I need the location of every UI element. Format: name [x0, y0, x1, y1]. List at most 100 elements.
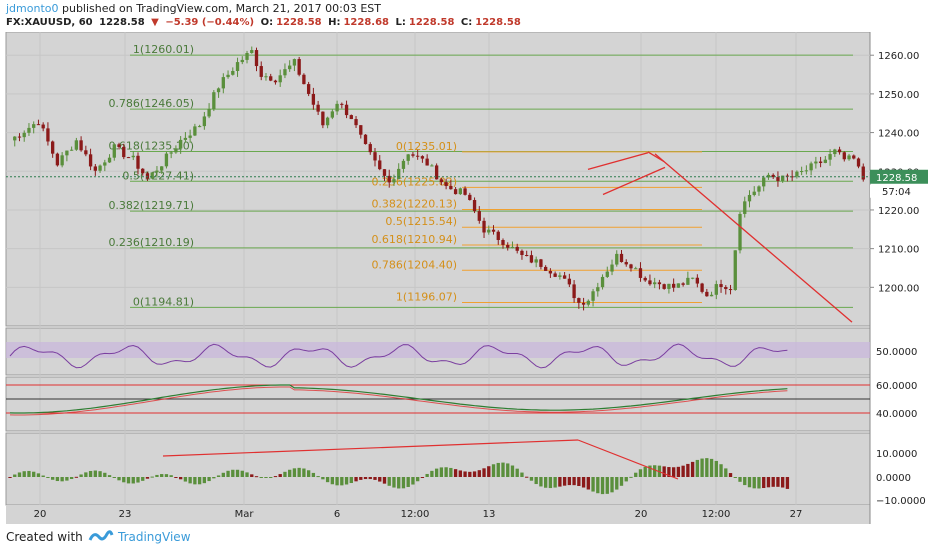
macd-histogram-bar	[506, 463, 510, 477]
macd-histogram-bar	[382, 477, 387, 484]
candle-body	[183, 137, 188, 140]
macd-histogram-bar	[416, 477, 420, 482]
candle-body	[141, 168, 145, 174]
fib-orange-label: 0.5(1215.54)	[385, 215, 457, 228]
close-value: 1228.58	[475, 17, 521, 28]
macd-histogram-bar	[586, 477, 590, 490]
macd-histogram-bar	[724, 468, 728, 477]
time-tick-label: 12:00	[702, 509, 731, 520]
macd-histogram-bar	[202, 477, 207, 484]
candle-body	[411, 154, 415, 156]
tradingview-logo-icon[interactable]	[88, 528, 114, 544]
macd-histogram-bar	[738, 477, 742, 482]
time-tick-label: 13	[483, 509, 496, 520]
candle-body	[36, 124, 41, 126]
candle-body	[681, 283, 685, 285]
macd-histogram-bar	[193, 477, 197, 485]
macd-histogram-bar	[335, 477, 339, 486]
candle-body	[98, 165, 102, 171]
macd-histogram-bar	[359, 477, 363, 480]
macd-histogram-bar	[269, 477, 273, 478]
macd-histogram-bar	[141, 477, 145, 481]
candle-body	[818, 161, 823, 163]
price-tick-label: 1210.00	[878, 245, 919, 256]
candle-body	[833, 149, 837, 155]
candle-body	[254, 50, 259, 67]
symbol-label[interactable]: FX:XAUUSD, 60	[6, 17, 93, 28]
macd-histogram-bar	[340, 477, 344, 486]
macd-histogram-bar	[254, 476, 259, 478]
macd-histogram-bar	[705, 458, 709, 477]
candle-body	[596, 287, 600, 292]
candle-body	[577, 298, 581, 303]
macd-histogram-bar	[539, 477, 543, 487]
candle-body	[321, 111, 325, 126]
candle-body	[629, 264, 633, 269]
macd-histogram-bar	[752, 477, 756, 489]
macd-histogram-bar	[22, 471, 26, 477]
candle-body	[439, 179, 444, 183]
candle-body	[107, 157, 112, 163]
candle-body	[278, 75, 282, 83]
time-tick-label: 27	[790, 509, 803, 520]
macd-histogram-bar	[520, 472, 524, 477]
candle-body	[55, 153, 60, 166]
fib-green-label: 0(1194.81)	[133, 295, 194, 308]
candle-body	[501, 239, 505, 245]
macd-histogram-bar	[387, 477, 391, 486]
candle-body	[65, 150, 69, 156]
candle-body	[799, 171, 804, 173]
candle-body	[487, 229, 491, 233]
macd-histogram-bar	[406, 477, 410, 487]
candle-body	[468, 194, 472, 201]
candle-body	[160, 166, 164, 171]
candle-body	[193, 126, 197, 136]
high-value: 1228.68	[343, 17, 390, 28]
candle-body	[264, 76, 268, 78]
last-price: 1228.58	[99, 17, 145, 28]
macd-histogram-bar	[449, 467, 453, 477]
candle-body	[197, 126, 202, 128]
macd-histogram-bar	[273, 476, 278, 478]
author-link[interactable]: jdmonto0	[6, 2, 59, 15]
published-text: published on TradingView.com, March 21, …	[62, 2, 381, 15]
candle-body	[387, 175, 391, 183]
macd-histogram-bar	[306, 470, 311, 477]
macd-histogram-bar	[302, 468, 306, 477]
macd-histogram-bar	[776, 477, 780, 487]
macd-histogram-bar	[65, 477, 69, 481]
chart-header: jdmonto0 published on TradingView.com, M…	[0, 0, 932, 32]
chart-canvas[interactable]: 20 23 Mar 6 12:00 13 20 12:00 27 1260.00 1250.00 12…	[0, 32, 932, 524]
candle-body	[354, 119, 358, 126]
candle-body	[406, 154, 410, 161]
rsi-line	[9, 343, 788, 369]
candle-body	[861, 166, 865, 180]
candle-body	[539, 259, 543, 267]
candle-body	[525, 255, 529, 257]
macd-histogram-bar	[728, 473, 733, 477]
candle-body	[477, 211, 481, 221]
tradingview-brand[interactable]: TradingView	[118, 530, 191, 544]
candle-body	[738, 213, 742, 251]
candle-body	[46, 128, 50, 142]
candle-body	[378, 160, 382, 170]
candle-body	[667, 283, 671, 289]
candle-body	[363, 134, 368, 145]
candle-body	[434, 165, 439, 180]
macd-histogram-bar	[733, 477, 737, 478]
macd-histogram-bar	[501, 462, 505, 477]
open-value: 1228.58	[276, 17, 322, 28]
macd-histogram-bar	[349, 477, 353, 484]
candle-body	[591, 291, 595, 301]
macd-histogram-bar	[79, 474, 83, 477]
candle-body	[705, 291, 709, 297]
candle-body	[809, 163, 813, 171]
macd-histogram-bar	[629, 476, 633, 478]
macd-histogram-bar	[321, 477, 325, 480]
candle-body	[302, 74, 306, 85]
macd-histogram-bar	[32, 471, 36, 477]
price-tick-label: 1240.00	[878, 129, 919, 140]
macd-histogram-bar	[766, 477, 771, 488]
macd-histogram-bar	[525, 476, 529, 478]
macd-histogram-bar	[235, 469, 240, 477]
